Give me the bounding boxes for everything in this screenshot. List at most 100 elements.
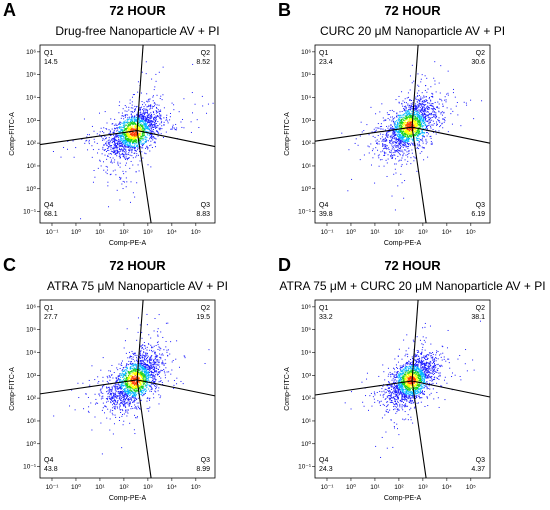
event-point [94, 176, 96, 178]
event-point [139, 385, 141, 387]
event-point [398, 143, 400, 145]
event-point [457, 114, 459, 116]
event-point [122, 131, 124, 133]
event-point [107, 400, 109, 402]
event-point [407, 130, 409, 132]
event-point [94, 379, 96, 381]
event-point [414, 108, 416, 110]
event-point [132, 380, 134, 382]
event-point [121, 148, 123, 150]
panel-letter: B [278, 0, 291, 20]
event-point [417, 129, 419, 131]
event-point [160, 380, 162, 382]
event-point [113, 398, 115, 400]
event-point [139, 107, 141, 109]
x-tick-label: 10³ [143, 484, 153, 491]
event-point [120, 149, 122, 151]
event-point [135, 387, 137, 389]
event-point [129, 131, 131, 133]
event-point [434, 80, 436, 82]
event-point [156, 130, 158, 132]
event-point [134, 373, 136, 375]
event-point [126, 370, 128, 372]
event-point [395, 146, 397, 148]
event-point [404, 101, 406, 103]
event-point [147, 373, 149, 375]
y-tick-label: 10³ [302, 117, 312, 124]
event-point [131, 111, 133, 113]
event-point [402, 143, 404, 145]
event-point [123, 125, 125, 127]
event-point [142, 129, 144, 131]
event-point [117, 151, 119, 153]
event-point [438, 107, 440, 109]
event-point [135, 382, 137, 384]
event-point [430, 99, 432, 101]
event-point [101, 130, 103, 132]
event-point [408, 142, 410, 144]
event-point [401, 123, 403, 125]
event-point [423, 121, 425, 123]
event-point [440, 98, 442, 100]
event-point [415, 125, 417, 127]
event-point [429, 102, 431, 104]
event-point [153, 102, 155, 104]
event-point [393, 127, 395, 129]
event-point [402, 145, 404, 147]
event-point [145, 373, 147, 375]
event-point [142, 114, 144, 116]
event-point [460, 125, 462, 127]
x-tick-label: 10⁵ [191, 229, 201, 236]
event-point [109, 146, 111, 148]
event-point [155, 370, 157, 372]
event-point [348, 149, 350, 151]
event-point [132, 136, 134, 138]
event-point [410, 117, 412, 119]
event-point [128, 389, 130, 391]
event-point [129, 397, 131, 399]
event-point [164, 377, 166, 379]
event-point [429, 120, 431, 122]
event-point [117, 400, 119, 402]
event-point [135, 137, 137, 139]
event-point [414, 133, 416, 135]
event-point [378, 143, 380, 145]
event-point [420, 118, 422, 120]
event-point [151, 365, 153, 367]
event-point [131, 387, 133, 389]
event-point [125, 157, 127, 159]
event-point [132, 131, 134, 133]
event-point [113, 403, 115, 405]
event-point [410, 132, 412, 134]
event-point [405, 108, 407, 110]
event-point [117, 161, 119, 163]
event-point [139, 120, 141, 122]
event-point [438, 111, 440, 113]
event-point [142, 143, 144, 145]
event-point [382, 117, 384, 119]
event-point [133, 146, 135, 148]
event-point [401, 103, 403, 105]
event-point [408, 120, 410, 122]
event-point [407, 126, 409, 128]
event-point [397, 155, 399, 157]
event-point [137, 91, 139, 93]
event-point [109, 144, 111, 146]
event-point [140, 394, 142, 396]
event-point [425, 143, 427, 145]
event-point [108, 370, 110, 372]
event-point [435, 130, 437, 132]
event-point [134, 137, 136, 139]
event-point [133, 393, 135, 395]
event-point [118, 377, 120, 379]
event-point [139, 123, 141, 125]
event-point [406, 119, 408, 121]
gate-line-top [136, 44, 144, 131]
event-point [150, 112, 152, 114]
event-point [87, 410, 89, 412]
event-point [151, 374, 153, 376]
y-tick-label: 10⁶ [26, 304, 36, 311]
event-point [371, 150, 373, 152]
event-point [129, 125, 131, 127]
event-point [146, 324, 148, 326]
